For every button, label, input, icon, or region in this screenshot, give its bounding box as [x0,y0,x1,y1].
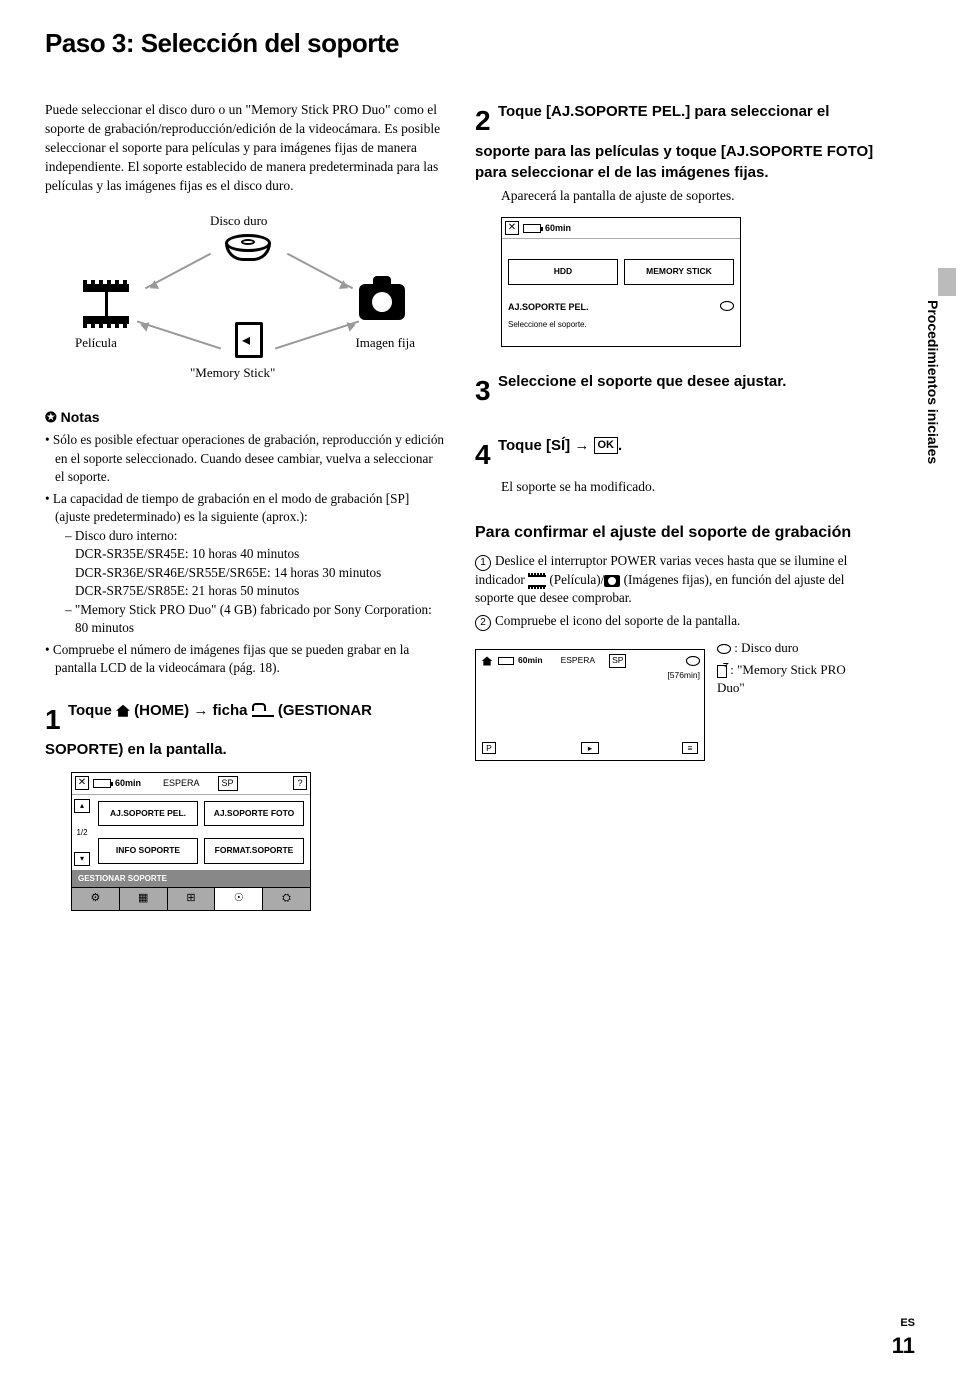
espera-label: ESPERA [561,655,596,667]
p-icon: P [482,742,496,754]
screen-mock-2: ✕ 60min HDD MEMORY STICK AJ.SOPORTE PEL.… [501,217,741,347]
notas-heading: Notas [45,408,445,428]
step-number: 4 [475,435,491,474]
disk-icon [225,234,271,270]
step-number: 2 [475,101,491,140]
note-text: DCR-SR75E/SR85E: 21 horas 50 minutos [75,583,299,598]
home-icon [116,705,130,717]
confirm-item: 1Deslice el interruptor POWER varias vec… [475,552,875,608]
step-body: Aparecerá la pantalla de ajuste de sopor… [501,187,875,206]
disk-icon [720,301,734,311]
down-arrow-icon: ▾ [74,852,90,866]
step-text: Toque [SÍ] → [498,437,594,454]
tab-icon [252,705,274,717]
screen-mock-1: ✕ 60min ESPERA SP ? ▴ 1/2 ▾ AJ.SOPO [71,772,311,911]
sp-badge: SP [609,654,626,668]
film-icon [528,575,546,587]
note-text: La capacidad de tiempo de grabación en e… [53,491,409,524]
screen-button: AJ.SOPORTE PEL. [98,801,198,827]
battery-icon [93,779,111,788]
remaining-time: [576min] [480,670,700,682]
step-text: . [618,437,622,454]
ok-icon: OK [594,437,619,454]
note-sub: "Memory Stick PRO Duo" (4 GB) fabricado … [55,601,445,638]
battery-icon [523,224,541,233]
screen-button: HDD [508,259,618,285]
note-text: DCR-SR36E/SR46E/SR55E/SR65E: 14 horas 30… [75,565,381,580]
confirm-text: (Película)/ [546,572,604,587]
step-number: 3 [475,371,491,410]
legend-text: : "Memory Stick PRO Duo" [717,662,846,695]
home-icon [482,656,493,665]
note-sub: Disco duro interno: DCR-SR35E/SR45E: 10 … [55,527,445,601]
section-tab: Procedimientos iniciales [922,300,942,520]
step-4: 4 Toque [SÍ] → OK. El soporte se ha modi… [475,435,875,497]
screen-button: MEMORY STICK [624,259,734,285]
memorystick-icon [717,665,727,678]
time-label: 60min [518,655,543,667]
memorystick-icon [235,322,263,358]
step-heading: Toque [AJ.SOPORTE PEL.] para seleccionar… [475,103,873,180]
help-icon: ? [293,776,307,790]
up-arrow-icon: ▴ [74,799,90,813]
screen-footer: Seleccione el soporte. [502,316,740,333]
view-icon: ▸ [581,742,599,754]
screen-label: AJ.SOPORTE PEL. [508,301,589,314]
espera-label: ESPERA [163,777,200,790]
circled-number-icon: 2 [475,615,491,631]
step-3: 3 Seleccione el soporte que desee ajusta… [475,371,875,410]
step-heading: Toque [SÍ] → OK. [498,437,622,454]
step-number: 1 [45,700,61,739]
disco-duro-label: Disco duro [210,212,267,230]
disk-icon [717,644,731,654]
notes-list: Sólo es posible efectuar operaciones de … [45,431,445,677]
screen-mock-3: 60min ESPERA SP [576min] P ▸ ≡ [475,649,705,761]
screen-button: INFO SOPORTE [98,838,198,864]
note-text: DCR-SR35E/SR45E: 10 horas 40 minutos [75,546,299,561]
confirm-item: 2 Compruebe el icono del soporte de la pa… [475,612,875,631]
page-footer: ES 11 [892,1316,915,1362]
step-heading: Toque (HOME) → ficha (GESTIONAR SOPORTE)… [45,702,372,758]
time-label: 60min [115,777,141,790]
screen-footer-bar: GESTIONAR SOPORTE [72,870,310,887]
pelicula-label: Película [75,334,117,352]
memorystick-label: "Memory Stick" [190,364,275,382]
battery-icon [498,657,514,665]
close-icon: ✕ [75,776,89,790]
lang-code: ES [892,1316,915,1331]
note-item: La capacidad de tiempo de grabación en e… [45,490,445,638]
icon-row: ⚙▦⊞☉⛭ [72,887,310,909]
time-label: 60min [545,222,571,235]
confirm-text: Compruebe el icono del soporte de la pan… [495,613,740,628]
step-text: Toque [68,702,116,719]
page-number: 11 [892,1331,915,1362]
camera-icon [604,575,620,587]
camera-icon [359,284,405,320]
sp-badge: SP [218,776,238,791]
confirm-list: 1Deslice el interruptor POWER varias vec… [475,552,875,631]
legend-text: : Disco duro [734,640,798,655]
note-item: Compruebe el número de imágenes fijas qu… [45,641,445,678]
page-title: Paso 3: Selección del soporte [45,25,915,61]
media-diagram: Disco duro Película Imagen fija "Memory … [75,214,415,394]
menu-icon: ≡ [682,742,698,754]
step-body: El soporte se ha modificado. [501,478,875,497]
icon-legend: : Disco duro : "Memory Stick PRO Duo" [717,639,847,698]
step-heading: Seleccione el soporte que desee ajustar. [498,373,786,390]
film-icon [83,284,129,324]
screen-button: AJ.SOPORTE FOTO [204,801,304,827]
screen-button: FORMAT.SOPORTE [204,838,304,864]
page-indicator: 1/2 [74,827,90,838]
disk-icon [686,656,700,666]
intro-text: Puede seleccionar el disco duro o un "Me… [45,101,445,195]
imagen-fija-label: Imagen fija [355,334,415,352]
note-text: Disco duro interno: [75,528,178,543]
step-1: 1 Toque (HOME) → ficha (GESTIONAR SOPORT… [45,700,445,911]
close-icon: ✕ [505,221,519,235]
confirm-heading: Para confirmar el ajuste del soporte de … [475,523,875,542]
step-2: 2 Toque [AJ.SOPORTE PEL.] para seleccion… [475,101,875,347]
note-item: Sólo es posible efectuar operaciones de … [45,431,445,486]
step-text: (HOME) → ficha [130,702,252,719]
circled-number-icon: 1 [475,555,491,571]
